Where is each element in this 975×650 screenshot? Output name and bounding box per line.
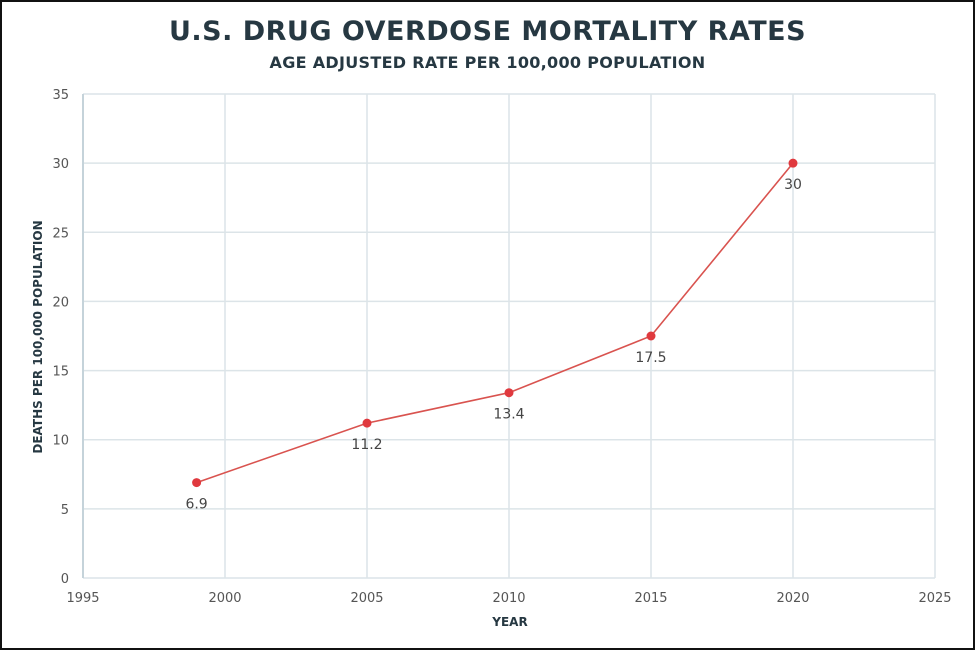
data-point bbox=[788, 158, 798, 168]
chart-title: U.S. DRUG OVERDOSE MORTALITY RATES bbox=[168, 16, 807, 47]
data-point bbox=[646, 331, 656, 341]
x-axis-label: YEAR bbox=[491, 615, 527, 629]
data-point bbox=[192, 478, 202, 488]
y-tick-label: 25 bbox=[52, 226, 69, 241]
series-line bbox=[196, 162, 794, 484]
y-tick-label: 15 bbox=[52, 365, 69, 380]
data-label: 17.5 bbox=[635, 350, 666, 366]
y-axis-label: DEATHS PER 100,000 POPULATION bbox=[31, 220, 45, 453]
y-tick-label: 10 bbox=[52, 434, 69, 449]
data-label: 6.9 bbox=[185, 497, 207, 513]
y-tick-label: 5 bbox=[61, 503, 69, 518]
data-label: 30 bbox=[784, 177, 802, 193]
data-point bbox=[504, 388, 514, 398]
y-tick-label: 20 bbox=[52, 295, 69, 310]
x-tick-label: 1995 bbox=[66, 591, 99, 606]
chart-subtitle: AGE ADJUSTED RATE PER 100,000 POPULATION bbox=[269, 53, 706, 72]
x-tick-label: 2025 bbox=[918, 591, 951, 606]
x-tick-label: 2005 bbox=[350, 591, 383, 606]
x-tick-label: 2015 bbox=[634, 591, 667, 606]
y-tick-label: 0 bbox=[61, 572, 69, 587]
x-tick-label: 2020 bbox=[776, 591, 809, 606]
y-tick-label: 35 bbox=[52, 88, 69, 103]
x-tick-label: 2000 bbox=[208, 591, 241, 606]
data-point bbox=[362, 418, 372, 428]
data-label: 11.2 bbox=[351, 437, 382, 453]
data-label: 13.4 bbox=[493, 407, 524, 423]
y-tick-label: 30 bbox=[52, 157, 69, 172]
x-tick-label: 2010 bbox=[492, 591, 525, 606]
